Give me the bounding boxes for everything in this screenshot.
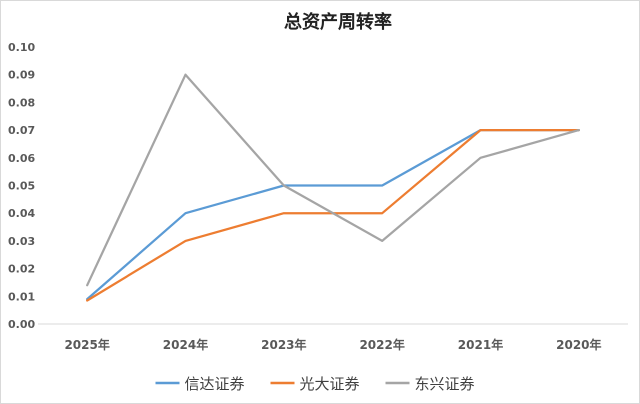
y-tick-label: 0.10: [8, 41, 35, 54]
y-axis: 0.00 0.01 0.02 0.03 0.04 0.05 0.06 0.07 0.08 0.09…: [8, 41, 35, 331]
x-tick-label: 2025年: [64, 337, 109, 352]
legend-label: 东兴证券: [415, 375, 475, 393]
chart-title: 总资产周转率: [284, 11, 392, 33]
x-tick-label: 2021年: [458, 337, 503, 352]
series-line-1: [86, 128, 580, 301]
y-tick-label: 0.07: [8, 124, 35, 137]
series-lines: [86, 73, 580, 302]
x-tick-label: 2024年: [163, 337, 208, 352]
x-tick-label: 2022年: [359, 337, 404, 352]
y-tick-label: 0.00: [8, 318, 35, 331]
y-tick-label: 0.03: [8, 235, 35, 248]
series-line-3: [86, 73, 580, 287]
x-axis: 2025年 2024年 2023年 2022年 2021年 2020年: [38, 323, 628, 352]
y-tick-label: 0.04: [8, 207, 35, 220]
y-tick-label: 0.09: [8, 69, 35, 82]
y-tick-label: 0.05: [8, 180, 35, 193]
legend: 信达证券 光大证券 东兴证券: [155, 375, 475, 393]
y-tick-label: 0.01: [8, 290, 35, 303]
legend-label: 信达证券: [185, 375, 245, 393]
series-line-2: [86, 128, 580, 302]
y-tick-label: 0.08: [8, 96, 35, 109]
y-tick-label: 0.06: [8, 152, 35, 165]
x-tick-label: 2023年: [261, 337, 306, 352]
y-tick-label: 0.02: [8, 263, 35, 276]
legend-label: 光大证券: [300, 375, 360, 393]
x-tick-label: 2020年: [556, 337, 601, 352]
